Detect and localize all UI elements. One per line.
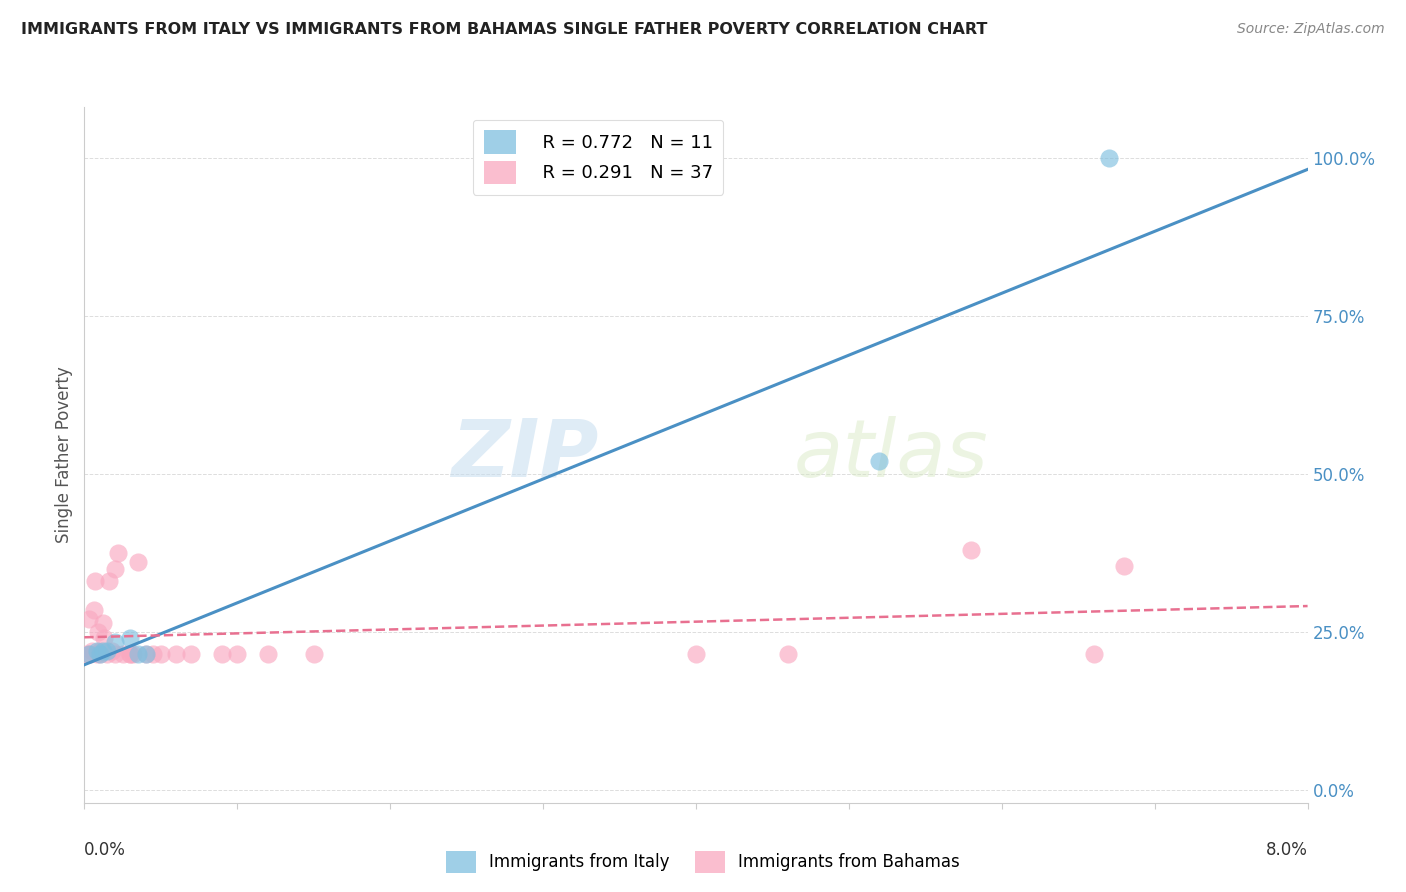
Point — [89, 647, 111, 661]
Point — [135, 647, 157, 661]
Point — [120, 647, 142, 661]
Point — [302, 647, 325, 661]
Text: Source: ZipAtlas.com: Source: ZipAtlas.com — [1237, 22, 1385, 37]
Text: atlas: atlas — [794, 416, 988, 494]
Text: 0.0%: 0.0% — [84, 841, 127, 859]
Text: ZIP: ZIP — [451, 416, 598, 494]
Point — [101, 644, 124, 658]
Point — [120, 647, 142, 661]
Point — [104, 634, 127, 648]
Point — [76, 647, 98, 661]
Y-axis label: Single Father Poverty: Single Father Poverty — [55, 367, 73, 543]
Point — [77, 647, 100, 661]
Text: 8.0%: 8.0% — [1265, 841, 1308, 859]
Point — [104, 647, 127, 661]
Point — [86, 644, 108, 658]
Point — [149, 647, 172, 661]
Point — [96, 644, 118, 658]
Point — [127, 556, 149, 570]
Point — [165, 647, 187, 661]
Point — [1114, 558, 1136, 573]
Point — [104, 562, 127, 576]
Point — [960, 542, 983, 557]
Text: IMMIGRANTS FROM ITALY VS IMMIGRANTS FROM BAHAMAS SINGLE FATHER POVERTY CORRELATI: IMMIGRANTS FROM ITALY VS IMMIGRANTS FROM… — [21, 22, 987, 37]
Point — [257, 647, 280, 661]
Point — [180, 647, 202, 661]
Point — [96, 647, 118, 661]
Point — [776, 647, 799, 661]
Point — [97, 574, 120, 589]
Point — [86, 647, 108, 661]
Point — [869, 454, 891, 468]
Point — [685, 647, 707, 661]
Point — [89, 647, 111, 661]
Point — [211, 647, 233, 661]
Point — [89, 644, 111, 658]
Legend:   R = 0.772   N = 11,   R = 0.291   N = 37: R = 0.772 N = 11, R = 0.291 N = 37 — [472, 120, 724, 194]
Point — [91, 615, 114, 630]
Point — [226, 647, 249, 661]
Point — [84, 574, 107, 589]
Legend: Immigrants from Italy, Immigrants from Bahamas: Immigrants from Italy, Immigrants from B… — [439, 845, 967, 880]
Point — [91, 644, 114, 658]
Point — [142, 647, 165, 661]
Point — [1083, 647, 1105, 661]
Point — [93, 632, 115, 646]
Point — [1098, 151, 1121, 165]
Point — [111, 647, 134, 661]
Point — [77, 612, 100, 626]
Point — [135, 647, 157, 661]
Point — [127, 647, 149, 661]
Point — [79, 647, 101, 661]
Point — [87, 625, 110, 640]
Point — [122, 647, 145, 661]
Point — [80, 644, 103, 658]
Point — [120, 632, 142, 646]
Point — [107, 546, 129, 560]
Point — [83, 603, 105, 617]
